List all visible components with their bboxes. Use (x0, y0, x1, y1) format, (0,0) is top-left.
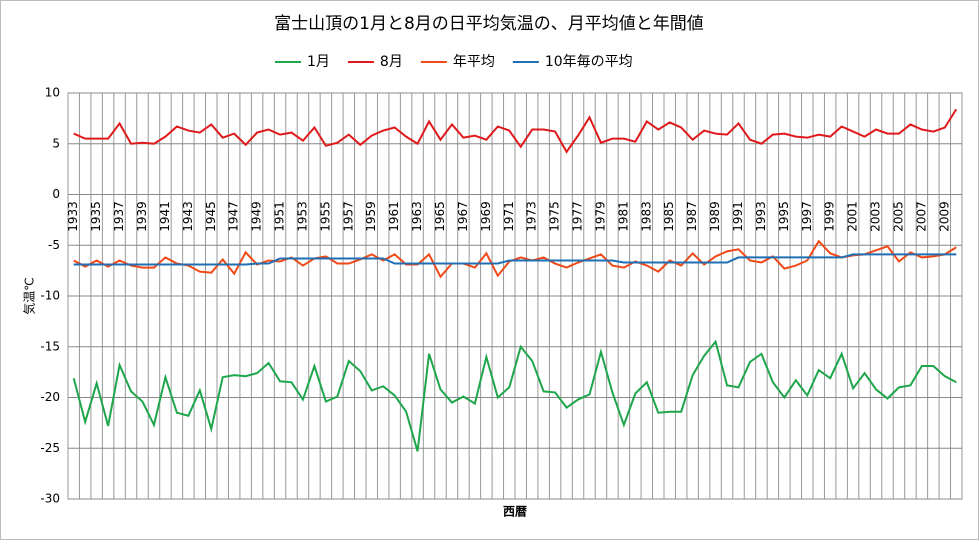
x-tick-label: 1939 (135, 201, 149, 232)
y-tick-label: -30 (40, 492, 60, 506)
x-tick-label: 1955 (318, 201, 332, 232)
y-tick-label: 5 (52, 136, 60, 150)
y-tick-label: 0 (52, 187, 60, 201)
x-tick-label: 2001 (846, 201, 860, 232)
x-tick-label: 1973 (525, 201, 539, 232)
x-axis-title: 西暦 (503, 505, 527, 519)
x-tick-label: 1953 (295, 201, 309, 232)
legend-label: 年平均 (453, 54, 495, 70)
x-tick-label: 1969 (479, 201, 493, 232)
x-tick-label: 2003 (869, 201, 883, 232)
y-tick-label: 10 (45, 86, 60, 100)
x-tick-label: 1983 (639, 201, 653, 232)
legend-label: 8月 (380, 54, 403, 70)
x-tick-label: 2007 (914, 201, 928, 232)
x-tick-label: 1945 (204, 201, 218, 232)
x-tick-label: 1943 (181, 201, 195, 232)
series-line (73, 253, 957, 266)
series-line (73, 108, 958, 154)
x-tick-label: 1999 (823, 201, 837, 232)
y-tick-label: -10 (40, 289, 60, 303)
x-tick-label: 1941 (158, 201, 172, 232)
x-tick-label: 1995 (777, 201, 791, 232)
x-tick-label: 1991 (731, 201, 745, 232)
x-tick-label: 1961 (387, 201, 401, 232)
x-tick-label: 1989 (708, 201, 722, 232)
y-tick-label: -25 (40, 441, 60, 455)
x-tick-label: 1977 (571, 201, 585, 232)
x-tick-label: 1949 (250, 201, 264, 232)
x-tick-label: 1933 (66, 201, 80, 232)
x-tick-label: 1987 (685, 201, 699, 232)
y-axis-title: 気温℃ (22, 277, 37, 314)
x-tick-label: 1935 (89, 201, 103, 232)
x-tick-label: 1947 (227, 201, 241, 232)
x-tick-label: 1993 (754, 201, 768, 232)
x-tick-label: 1967 (456, 201, 470, 232)
y-tick-label: -20 (40, 390, 60, 404)
x-tick-label: 1981 (616, 201, 630, 232)
x-tick-label: 1937 (112, 201, 126, 232)
x-tick-label: 1985 (662, 201, 676, 232)
x-tick-label: 1997 (800, 201, 814, 232)
chart-title: 富士山頂の1月と8月の日平均気温の、月平均値と年間値 (274, 14, 704, 34)
legend-label: 10年毎の平均 (545, 54, 633, 70)
y-tick-label: -5 (48, 238, 60, 252)
x-tick-label: 1979 (593, 201, 607, 232)
x-tick-label: 1971 (502, 201, 516, 232)
y-tick-label: -15 (40, 339, 60, 353)
x-tick-label: 1963 (410, 201, 424, 232)
x-tick-label: 2005 (891, 201, 905, 232)
x-tick-label: 2009 (937, 201, 951, 232)
series-line (72, 339, 957, 452)
legend-label: 1月 (307, 54, 330, 70)
x-tick-label: 1975 (548, 201, 562, 232)
legend: 1月 8月 年平均 10年毎の平均 (275, 54, 633, 70)
x-tick-label: 1957 (341, 201, 355, 232)
x-tick-label: 1959 (364, 201, 378, 232)
x-tick-label: 1965 (433, 201, 447, 232)
x-tick-label: 1951 (273, 201, 287, 232)
